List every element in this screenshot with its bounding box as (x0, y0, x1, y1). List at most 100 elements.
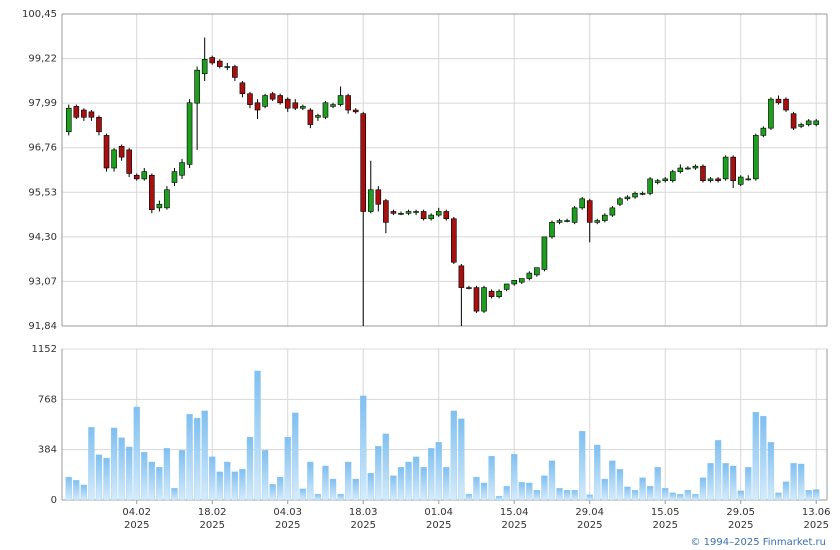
volume-bar (405, 461, 412, 501)
volume-bar (782, 481, 790, 501)
candle-body (466, 287, 472, 289)
candle-body (579, 198, 585, 209)
candle-body (451, 218, 457, 263)
volume-bar (511, 453, 518, 501)
volume-bar (503, 486, 510, 501)
volume-bar (458, 418, 465, 501)
candle-body (496, 290, 502, 297)
candle-body (737, 176, 744, 185)
volume-bar (443, 467, 450, 501)
volume-bar (646, 486, 654, 501)
volume-bar (201, 410, 208, 501)
x-tick-label: 18.02 (198, 507, 227, 518)
volume-bar (752, 412, 759, 501)
candle-body (201, 58, 208, 75)
candle-body (534, 267, 540, 276)
candle-body (753, 135, 759, 180)
volume-bar (579, 431, 586, 501)
volume-bar (239, 469, 246, 501)
candle-body (390, 211, 397, 214)
candle-body (156, 203, 163, 209)
volume-bar (601, 478, 608, 501)
volume-bar (745, 467, 752, 501)
candle-body (375, 189, 382, 205)
volume-bar (790, 463, 797, 501)
volume-bar (193, 417, 201, 501)
volume-bar (526, 482, 533, 501)
volume-bar (556, 488, 563, 501)
candle-body (262, 95, 268, 107)
x-tick-label: 01.04 (424, 507, 453, 518)
volume-bar (760, 415, 767, 501)
candle-body (322, 102, 329, 118)
candle-body (383, 200, 389, 223)
candle-body (609, 207, 616, 216)
volume-bar (344, 461, 352, 501)
volume-bar (277, 476, 284, 501)
volume-tick-label: 768 (38, 394, 57, 405)
x-tick-label: 04.03 (273, 507, 302, 518)
y-tick-label: 93,07 (28, 276, 57, 287)
x-tick-year: 2025 (350, 520, 375, 531)
volume-bar (65, 476, 72, 501)
volume-bar (699, 477, 707, 501)
volume-bar (156, 467, 163, 501)
volume-bar (254, 370, 261, 501)
candle-body (518, 278, 525, 283)
volume-bar (518, 482, 525, 501)
candle-body (300, 106, 306, 109)
copyright: © 1994–2025 Finmarket.ru (690, 537, 826, 548)
x-tick-label: 18.03 (349, 507, 378, 518)
candle-body (805, 120, 812, 125)
candle-body (149, 174, 155, 210)
y-tick-label: 96,76 (28, 143, 57, 154)
candle-body (632, 193, 638, 198)
candle-body (715, 178, 721, 181)
x-tick-label: 13.06 (802, 507, 831, 518)
candle-body (292, 102, 299, 109)
volume-bar (209, 456, 216, 501)
volume-bar (775, 492, 782, 501)
x-tick-label: 29.04 (575, 507, 604, 518)
candle-body (232, 66, 238, 78)
volume-bar (669, 492, 676, 501)
candle-body (133, 174, 140, 180)
volume-bar (624, 486, 631, 501)
candle-body (813, 120, 820, 125)
candle-body (269, 93, 276, 100)
volume-bar (805, 490, 812, 501)
volume-bar (246, 436, 254, 501)
x-tick-year: 2025 (501, 520, 526, 531)
volume-bar (171, 488, 178, 501)
volume-bar (141, 452, 148, 501)
candle-body (194, 69, 200, 104)
x-tick-label: 15.04 (500, 507, 529, 518)
x-tick-year: 2025 (199, 520, 224, 531)
volume-tick-label: 384 (38, 445, 57, 456)
y-tick-label: 94,30 (28, 232, 57, 243)
y-tick-label: 91,84 (28, 321, 57, 332)
candle-body (677, 167, 684, 172)
volume-bar (412, 456, 420, 501)
candle-body (315, 115, 321, 118)
volume-bar (563, 490, 571, 501)
volume-bar (473, 476, 480, 501)
candle-body (65, 107, 72, 133)
volume-bar (126, 446, 133, 501)
candle-body (685, 167, 691, 170)
candle-body (179, 162, 185, 176)
candle-body (413, 211, 419, 213)
volume-bar (707, 463, 714, 501)
candle-body (111, 149, 117, 169)
volume-bar (654, 467, 661, 501)
candle-body (760, 127, 767, 136)
candle-body (662, 178, 669, 181)
candle-body (639, 193, 646, 195)
volume-bar (714, 440, 722, 501)
volume-bar (397, 467, 405, 501)
candle-body (88, 111, 95, 118)
candle-body (239, 82, 246, 95)
volume-bar (609, 460, 616, 501)
volume-bar (337, 493, 344, 501)
volume-bar (813, 489, 820, 501)
